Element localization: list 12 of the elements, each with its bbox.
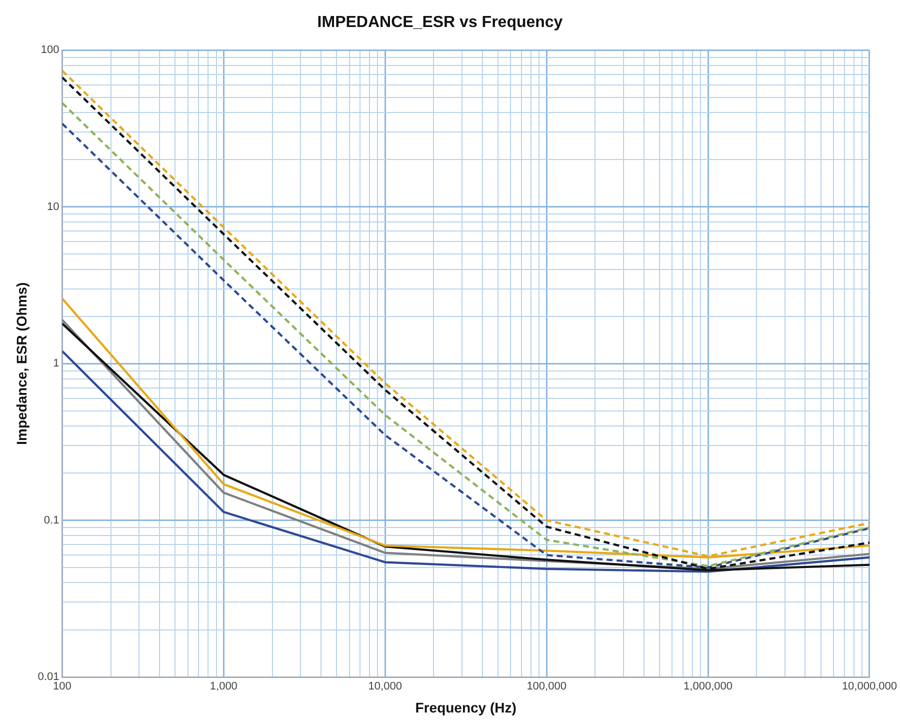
x-tick-label: 10,000 xyxy=(368,680,402,693)
x-tick-label: 1,000 xyxy=(210,680,238,693)
y-tick-label: 10 xyxy=(46,200,60,213)
x-tick-label: 10,000,000 xyxy=(842,680,898,693)
y-tick-label: 0.1 xyxy=(44,514,60,526)
chart-title: IMPEDANCE_ESR vs Frequency xyxy=(317,14,563,32)
x-tick-label: 1,000,000 xyxy=(684,680,732,693)
x-tick-label: 100,000 xyxy=(526,680,566,693)
y-axis-title: Impedance, ESR (Ohms) xyxy=(13,282,30,445)
y-tick-label: 1 xyxy=(53,358,60,370)
x-axis-title: Frequency (Hz) xyxy=(415,699,516,716)
y-tick-label: 100 xyxy=(40,44,60,56)
